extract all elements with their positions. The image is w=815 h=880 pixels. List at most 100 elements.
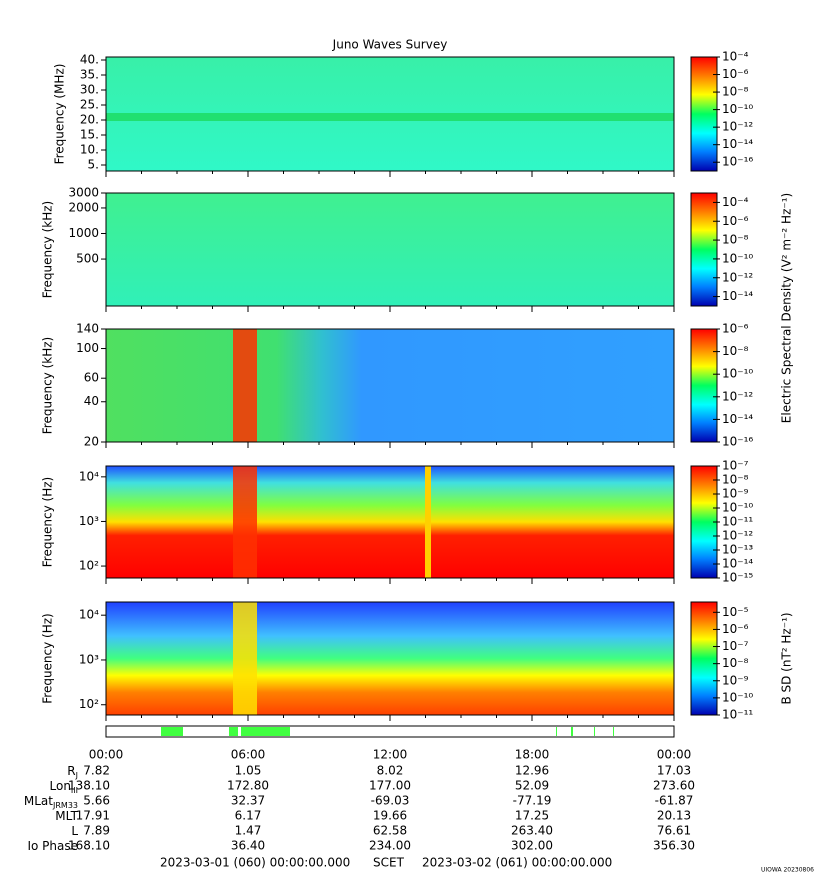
ephemeris-value: 273.60: [653, 779, 695, 793]
colorbar-tick-label: 10⁻⁸: [722, 656, 749, 670]
colorbar-tick-label: 10⁻¹⁰: [722, 102, 753, 116]
colorbar-tick-label: 10⁻¹¹: [722, 708, 753, 722]
ephemeris-value: 5.66: [83, 794, 110, 808]
y-tick-label: 1000: [68, 226, 99, 240]
colorbar-tick-label: 10⁻¹⁴: [722, 137, 753, 151]
footer-start: 2023-03-01 (060) 00:00:00.000: [160, 856, 350, 870]
colorbar-tick-label: 10⁻¹⁶: [722, 155, 753, 169]
x-tick-label: 06:00: [231, 748, 266, 762]
y-axis-label: Frequency (kHz): [41, 201, 55, 298]
y-tick-label: 10⁴: [79, 608, 99, 622]
colorbar-tick-label: 10⁻⁶: [722, 214, 749, 228]
coverage-segment: [594, 727, 595, 736]
ephemeris-value: 17.91: [76, 809, 110, 823]
ephemeris-value: 1.47: [235, 824, 262, 838]
spectrogram: [106, 329, 674, 442]
coverage-segment: [556, 727, 557, 736]
colorbar-tick-label: 10⁻⁹: [722, 673, 749, 687]
footer-frame: SCET: [373, 856, 405, 870]
coverage-segment: [229, 727, 238, 736]
colorbar-tick-label: 10⁻⁶: [722, 322, 749, 336]
colorbar-tick-label: 10⁻¹⁶: [722, 435, 753, 449]
ephemeris-value: 138.10: [68, 779, 110, 793]
colorbar-tick-label: 10⁻¹⁰: [722, 501, 753, 515]
ephemeris-label-sub: III: [71, 786, 78, 795]
colorbar-tick-label: 10⁻⁸: [722, 233, 749, 247]
y-tick-label: 10.: [80, 143, 99, 157]
colorbar-tick-label: 10⁻⁹: [722, 487, 749, 501]
ephemeris-label-sub: J: [75, 771, 78, 780]
spectrogram: [106, 466, 674, 578]
ephemeris-value: 263.40: [511, 824, 553, 838]
y-tick-label: 10³: [79, 514, 99, 528]
ephemeris-value: 62.58: [373, 824, 407, 838]
colorbar-tick-label: 10⁻¹²: [722, 529, 753, 543]
y-axis-label: Frequency (Hz): [41, 613, 55, 704]
colorbar-tick-label: 10⁻¹³: [722, 543, 753, 557]
y-tick-label: 3000: [68, 186, 99, 200]
ephemeris-label: RJ: [67, 764, 78, 780]
footer-end: 2023-03-02 (061) 00:00:00.000: [422, 856, 612, 870]
ephemeris-value: 8.02: [377, 764, 404, 778]
y-tick-label: 40.: [80, 53, 99, 67]
y-tick-label: 35.: [80, 68, 99, 82]
emission-band: [233, 329, 257, 442]
ephemeris-value: 234.00: [369, 839, 411, 853]
y-tick-label: 10²: [79, 559, 99, 573]
ephemeris-value: 6.17: [235, 809, 262, 823]
y-axis-label: Frequency (kHz): [41, 337, 55, 434]
emission-band: [233, 466, 257, 578]
colorbar-tick-label: 10⁻⁶: [722, 622, 749, 636]
ephemeris-label-text: Io Phase: [27, 839, 78, 853]
colorbar-tick-label: 10⁻¹⁴: [722, 412, 753, 426]
y-tick-label: 10²: [79, 697, 99, 711]
credit: UIOWA 20230806: [761, 867, 814, 874]
x-tick-label: 00:00: [89, 748, 124, 762]
colorbar-tick-label: 10⁻⁸: [722, 344, 749, 358]
ephemeris-value: 17.03: [657, 764, 691, 778]
ephemeris-value: -77.19: [513, 794, 552, 808]
emission-band: [106, 113, 674, 121]
y-tick-label: 40: [84, 394, 99, 408]
y-tick-label: 60: [84, 371, 99, 385]
y-tick-label: 10⁴: [79, 469, 99, 483]
ephemeris-label-text: R: [67, 764, 75, 778]
ephemeris-label: MLT: [55, 809, 78, 823]
ephemeris-value: 36.40: [231, 839, 265, 853]
y-tick-label: 20.: [80, 113, 99, 127]
colorbar-tick-label: 10⁻¹⁴: [722, 289, 753, 303]
ephemeris-value: 17.25: [515, 809, 549, 823]
colorbar-tick-label: 10⁻⁷: [722, 639, 749, 653]
ephemeris-value: 177.00: [369, 779, 411, 793]
colorbar-tick-label: 10⁻¹²: [722, 389, 753, 403]
colorbar-tick-label: 10⁻¹⁵: [722, 571, 753, 585]
y-tick-label: 500: [76, 252, 99, 266]
colorbar: [690, 328, 718, 443]
y-axis-label: Frequency (MHz): [53, 64, 67, 165]
ephemeris-label: Io Phase: [27, 839, 78, 853]
ephemeris-value: 20.13: [657, 809, 691, 823]
ephemeris-label: MLatJRM33: [24, 794, 78, 810]
x-tick-label: 12:00: [373, 748, 408, 762]
colorbar-tick-label: 10⁻⁶: [722, 67, 749, 81]
ephemeris-value: 52.09: [515, 779, 549, 793]
emission-band: [425, 466, 431, 578]
ephemeris-value: -61.87: [655, 794, 694, 808]
ephemeris-value: 172.80: [227, 779, 269, 793]
colorbar-label: Electric Spectral Density (V² m⁻² Hz⁻¹): [780, 193, 794, 423]
colorbar-tick-label: 10⁻¹¹: [722, 515, 753, 529]
ephemeris-value: -69.03: [371, 794, 410, 808]
ephemeris-value: 7.82: [83, 764, 110, 778]
colorbar-tick-label: 10⁻⁴: [722, 195, 749, 209]
ephemeris-label-sub: JRM33: [52, 801, 78, 810]
ephemeris-value: 19.66: [373, 809, 407, 823]
y-tick-label: 2000: [68, 200, 99, 214]
y-axis-label: Frequency (Hz): [41, 477, 55, 568]
colorbar-tick-label: 10⁻⁸: [722, 85, 749, 99]
colorbar-tick-label: 10⁻¹⁰: [722, 251, 753, 265]
ephemeris-value: 356.30: [653, 839, 695, 853]
ephemeris-value: 168.10: [68, 839, 110, 853]
